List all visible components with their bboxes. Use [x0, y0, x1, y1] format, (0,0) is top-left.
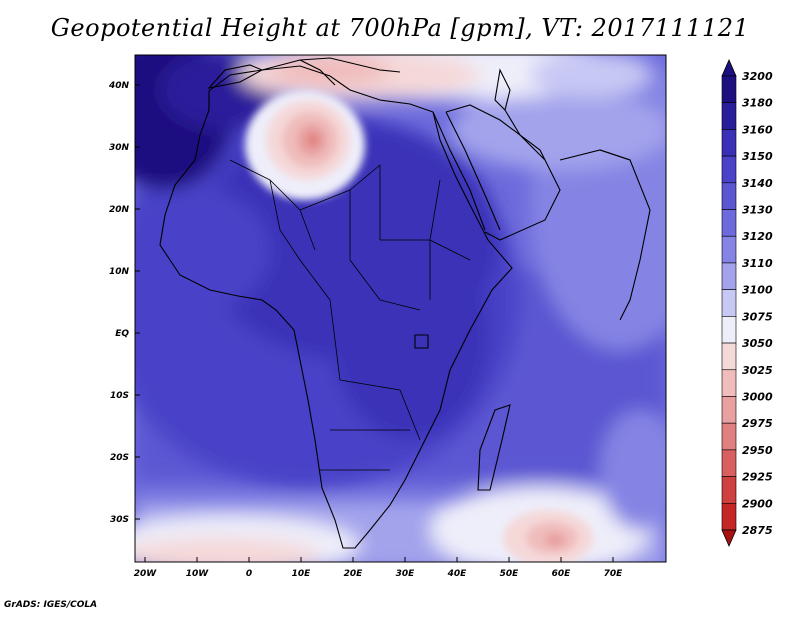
- colorbar-label: 3130: [742, 204, 773, 217]
- colorbar-label: 2925: [742, 471, 773, 484]
- colorbar-label: 2975: [742, 417, 773, 430]
- colorbar-swatch: [721, 182, 737, 210]
- colorbar-label: 3050: [742, 337, 773, 350]
- colorbar-label: 3150: [742, 150, 773, 163]
- plot-frame: [134, 54, 667, 563]
- colorbar-swatch: [721, 422, 737, 451]
- red-sea-coastline: [432, 111, 501, 231]
- height-field: [135, 55, 666, 562]
- latitude-axis: 40N 30N 20N 10N EQ 10S 20S 30S: [108, 81, 140, 525]
- lat-tick-label: 40N: [108, 81, 130, 91]
- iberia-coastline: [207, 64, 264, 89]
- india-coastline: [599, 149, 651, 321]
- lon-tick-label: 70E: [604, 569, 624, 579]
- lat-tick-label: 10S: [110, 391, 129, 401]
- colorbar-swatch: [721, 369, 737, 397]
- colorbar-swatch: [721, 502, 737, 531]
- africa-coastline: [159, 65, 513, 549]
- colorbar-label: 3180: [742, 97, 773, 110]
- lon-tick-label: 10W: [186, 569, 210, 579]
- longitude-axis: 20W 10W 0 10E 20E 30E 40E 50E 60E 70E: [134, 557, 623, 579]
- colorbar-label: 3110: [742, 257, 773, 270]
- lon-tick-label: 30E: [396, 569, 416, 579]
- map-title: Geopotential Height at 700hPa [gpm], VT:…: [50, 14, 750, 42]
- grads-credit: GrADS: IGES/COLA: [4, 600, 98, 610]
- colorbar-swatch: [721, 316, 737, 344]
- lon-tick-label: 0: [246, 569, 252, 579]
- arabia-coastline: [445, 104, 561, 241]
- colorbar-swatch: [721, 262, 737, 290]
- colorbar-label: 3200: [742, 70, 773, 83]
- colorbar-swatch: [721, 102, 737, 130]
- colorbar-swatch: [721, 75, 737, 104]
- lon-tick-label: 20W: [134, 569, 158, 579]
- lon-tick-label: 50E: [500, 569, 520, 579]
- lat-tick-label: 30N: [109, 143, 130, 153]
- lat-tick-label: 20S: [110, 453, 129, 463]
- colorbar-label: 3025: [742, 364, 773, 377]
- lat-tick-label: 10N: [109, 267, 130, 277]
- lon-tick-label: 40E: [447, 569, 468, 579]
- lake-victoria: [414, 334, 429, 349]
- italy-coastline: [299, 59, 336, 86]
- colorbar-label: 3000: [742, 390, 773, 403]
- colorbar-bottom-arrow: [721, 529, 737, 547]
- lon-tick-label: 20E: [344, 569, 364, 579]
- colorbar-label: 2875: [742, 524, 773, 537]
- colorbar: 3200 3180 3160 3150 3140 3130 3120 3110 3100 3075…: [721, 59, 773, 547]
- colorbar-label: 2900: [742, 497, 773, 510]
- colorbar-swatch: [721, 289, 737, 317]
- colorbar-swatch: [721, 129, 737, 157]
- colorbar-top-arrow: [721, 59, 737, 77]
- colorbar-label: 3120: [742, 230, 773, 243]
- colorbar-swatch: [721, 476, 737, 504]
- coastlines: [159, 57, 651, 549]
- colorbar-swatch: [721, 235, 737, 264]
- country-borders: [229, 159, 471, 471]
- lat-tick-label: 30S: [110, 515, 129, 525]
- lon-tick-label: 10E: [292, 569, 312, 579]
- lat-tick-label: EQ: [115, 329, 129, 339]
- colorbar-label: 3140: [742, 177, 773, 190]
- lon-tick-label: 60E: [552, 569, 572, 579]
- colorbar-label: 3100: [742, 284, 773, 297]
- colorbar-label: 2950: [742, 444, 773, 457]
- caspian-coastline: [494, 68, 511, 112]
- colorbar-swatch: [721, 396, 737, 424]
- colorbar-swatch: [721, 449, 737, 477]
- colorbar-swatch: [721, 155, 737, 184]
- europe-coastline: [261, 57, 401, 73]
- colorbar-swatch: [721, 209, 737, 237]
- colorbar-label: 3075: [742, 310, 773, 323]
- lat-tick-label: 20N: [109, 205, 130, 215]
- colorbar-swatch: [721, 342, 737, 371]
- colorbar-label: 3160: [742, 123, 773, 136]
- madagascar-coastline: [477, 404, 511, 491]
